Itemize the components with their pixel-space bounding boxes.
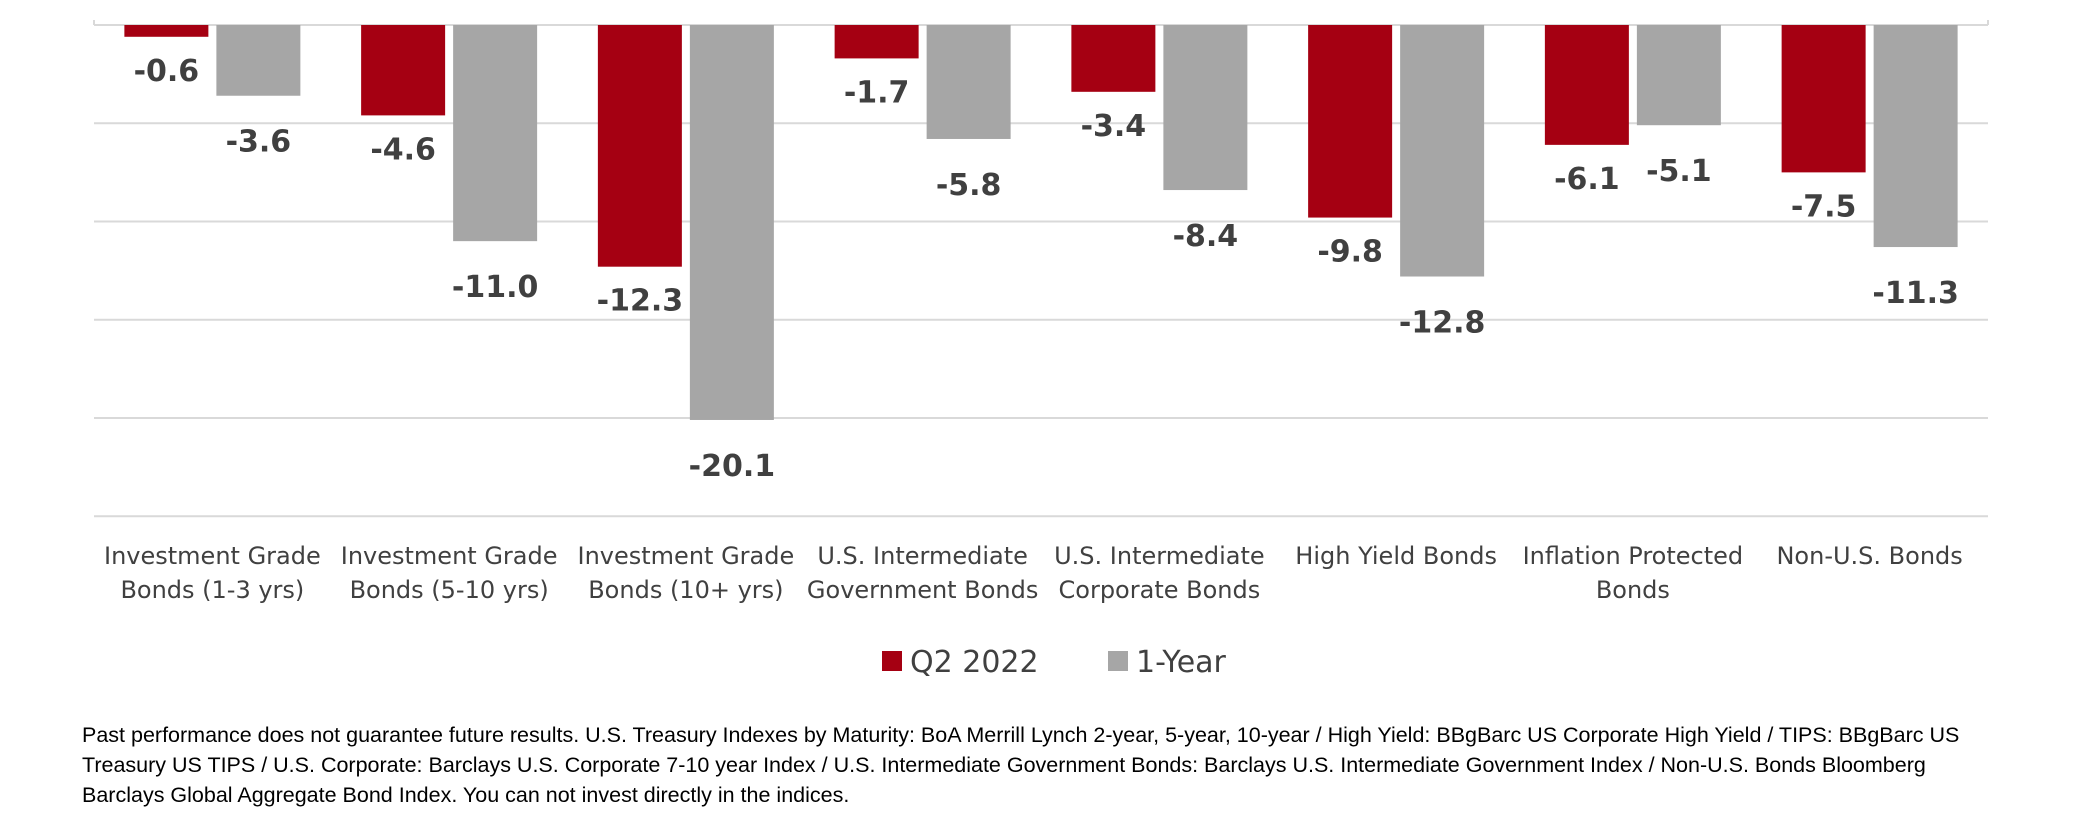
bar-q2-2022 (124, 25, 209, 37)
data-label: -7.5 (1791, 189, 1857, 224)
x-tick-label: Non-U.S. Bonds (1776, 542, 1962, 570)
x-tick-label: Investment Grade Bonds (5-10 yrs) (341, 542, 558, 604)
data-label: -6.1 (1554, 162, 1620, 197)
x-tick-label: U.S. Intermediate Corporate Bonds (1054, 542, 1265, 604)
data-label: -11.3 (1872, 276, 1958, 311)
bar-q2-2022 (361, 25, 446, 116)
data-label: -12.3 (597, 284, 683, 319)
bar-chart: -0.6 -4.6 -12.3 -1.7 -3.4 -9.8 -6.1 -7.5 -3.6 -11… (93, 20, 1989, 680)
data-label: -20.1 (689, 449, 775, 484)
data-label: -0.6 (134, 54, 200, 89)
data-label: -1.7 (844, 75, 910, 110)
bars (124, 25, 1958, 420)
x-tick-label: High Yield Bonds (1295, 542, 1497, 570)
bar-q2-2022 (1781, 25, 1866, 173)
data-labels: -0.6 -4.6 -12.3 -1.7 -3.4 -9.8 -6.1 -7.5 -3.6 -11… (134, 54, 1959, 484)
data-label: -3.4 (1081, 109, 1147, 144)
bar-1-year (926, 25, 1011, 139)
bar-q2-2022 (1071, 25, 1156, 92)
bar-q2-2022 (1544, 25, 1629, 145)
data-label: -4.6 (370, 132, 436, 167)
data-label: -11.0 (452, 270, 538, 305)
bar-q2-2022 (1308, 25, 1393, 218)
legend-label: Q2 2022 (910, 645, 1039, 680)
legend-label: 1-Year (1136, 645, 1227, 680)
legend-swatch (1108, 651, 1128, 671)
bar-1-year (1636, 25, 1721, 126)
bar-q2-2022 (597, 25, 682, 267)
data-label: -5.1 (1646, 154, 1712, 189)
bar-1-year (689, 25, 774, 420)
bar-1-year (1873, 25, 1958, 248)
bar-1-year (216, 25, 301, 96)
bar-q2-2022 (834, 25, 919, 59)
data-label: -5.8 (936, 168, 1002, 203)
data-label: -12.8 (1399, 306, 1485, 341)
bar-1-year (1163, 25, 1248, 191)
legend-swatch (882, 651, 902, 671)
x-tick-label: Inflation Protected Bonds (1523, 542, 1744, 604)
bar-1-year (453, 25, 538, 242)
data-label: -9.8 (1317, 235, 1383, 270)
x-tick-label: U.S. Intermediate Government Bonds (807, 542, 1038, 604)
footnote: Past performance does not guarantee futu… (82, 723, 1960, 807)
x-axis-tick-labels: Investment Grade Bonds (1-3 yrs) Investmen… (104, 542, 1963, 604)
x-tick-label: Investment Grade Bonds (1-3 yrs) (104, 542, 321, 604)
data-label: -3.6 (226, 125, 292, 160)
x-tick-label: Investment Grade Bonds (10+ yrs) (578, 542, 795, 604)
legend: Q2 2022 1-Year (882, 645, 1227, 680)
data-label: -8.4 (1173, 219, 1239, 254)
bar-1-year (1400, 25, 1485, 277)
